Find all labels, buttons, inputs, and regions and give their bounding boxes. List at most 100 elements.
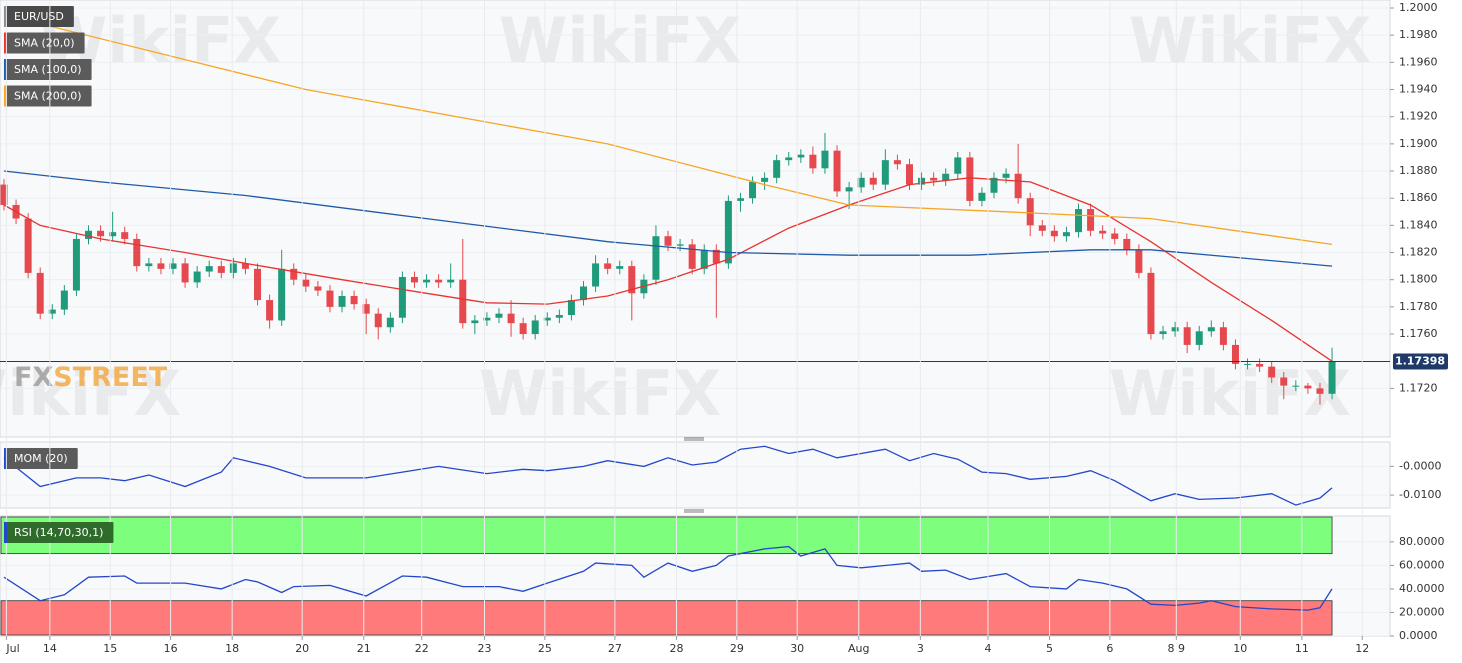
candle-body — [543, 317, 551, 321]
candle-body — [604, 263, 612, 269]
candle-body — [1256, 363, 1264, 367]
x-tick-label: Jul — [5, 642, 19, 655]
candle-body — [954, 157, 962, 174]
candle-body — [736, 198, 744, 201]
legend-stripe — [4, 85, 7, 107]
legend-box — [4, 522, 114, 543]
x-tick-label: 6 — [1106, 642, 1113, 655]
candle-body — [121, 232, 129, 239]
candle-body — [1050, 230, 1058, 237]
watermarks: WikiFXWikiFXWikiFXWikiFXWikiFXWikiFX — [0, 4, 1371, 430]
candle-body — [1316, 388, 1324, 394]
y-tick-label: -0.0100 — [1399, 488, 1441, 501]
candle-body — [845, 187, 853, 192]
candle-body — [302, 279, 310, 287]
candle-body — [616, 266, 624, 269]
x-tick-label: 28 — [669, 642, 683, 655]
candle-body — [592, 263, 600, 287]
candle-body — [1183, 327, 1191, 345]
candle-body — [1075, 209, 1083, 233]
last-price-box — [1393, 353, 1448, 370]
candle-body — [990, 177, 998, 193]
legend-label: SMA (200,0) — [14, 90, 82, 103]
candle-body — [266, 300, 274, 321]
candle-body — [785, 157, 793, 161]
x-tick-label: 14 — [43, 642, 57, 655]
x-tick-label: 22 — [415, 642, 429, 655]
plot — [0, 7, 1390, 405]
candle-body — [821, 150, 829, 169]
candle-body — [567, 300, 575, 316]
candle-body — [483, 317, 491, 321]
watermark: WikiFX — [499, 4, 741, 77]
candle-body — [869, 177, 877, 185]
candle-body — [712, 249, 720, 264]
candle-body — [1026, 198, 1034, 226]
candle-body — [893, 160, 901, 165]
y-tick-label: 40.0000 — [1399, 582, 1445, 595]
watermark: WikiFX — [1109, 357, 1351, 430]
candle-body — [664, 236, 672, 246]
candle-body — [1038, 225, 1046, 231]
candle-body — [1280, 377, 1288, 386]
candle-body — [362, 304, 370, 314]
candle-body — [1159, 331, 1167, 335]
y-tick-label: 1.1940 — [1399, 83, 1438, 96]
x-tick-label: 5 — [1046, 642, 1053, 655]
candle-body — [157, 263, 165, 269]
candle-body — [930, 177, 938, 181]
candle-body — [1195, 331, 1203, 345]
candle-body — [374, 313, 382, 328]
y-tick-label: 1.1980 — [1399, 28, 1438, 41]
y-tick-label: 1.1900 — [1399, 137, 1438, 150]
candle-body — [97, 230, 105, 237]
candle-body — [966, 157, 974, 201]
legend-label: SMA (100,0) — [14, 63, 82, 76]
series-line — [3, 445, 1333, 506]
candle-body — [580, 286, 588, 301]
legend-box — [4, 6, 74, 27]
legend-box — [4, 85, 92, 107]
candle-body — [229, 263, 237, 273]
y-tick-label: 1.1780 — [1399, 300, 1438, 313]
candle-body — [1268, 366, 1276, 378]
x-tick-label: 16 — [164, 642, 178, 655]
series-line — [3, 170, 1333, 267]
momentum-panel — [0, 441, 1391, 509]
y-tick-label: 1.1880 — [1399, 164, 1438, 177]
x-tick-label: 11 — [1295, 642, 1309, 655]
candle-body — [1014, 173, 1022, 199]
candle-body — [254, 268, 262, 301]
candle-body — [1135, 249, 1143, 273]
x-tick-label: 8 9 — [1168, 642, 1186, 655]
watermark: WikiFX — [1129, 4, 1371, 77]
x-tick-label: 25 — [538, 642, 552, 655]
candle-body — [857, 177, 865, 188]
candle-body — [773, 160, 781, 178]
candle-body — [145, 263, 153, 267]
candle-body — [398, 276, 406, 318]
candle-body — [133, 238, 141, 267]
candle-body — [676, 244, 684, 246]
y-tick-label: 0.0000 — [1399, 629, 1438, 642]
candle-body — [519, 323, 527, 335]
legend-label: SMA (20,0) — [14, 37, 75, 50]
legend-label: EUR/USD — [14, 10, 64, 23]
candle-body — [314, 286, 322, 291]
candle-body — [1111, 233, 1119, 239]
candle-body — [652, 236, 660, 280]
logo: FXSTREET — [14, 362, 168, 393]
candle-body — [350, 295, 358, 305]
candle-body — [435, 279, 443, 283]
candle-body — [338, 295, 346, 307]
candle-body — [471, 320, 479, 324]
candle-body — [24, 218, 32, 273]
overbought-zone — [0, 516, 1333, 555]
legend-stripe — [4, 448, 7, 469]
legend-stripe — [4, 522, 7, 543]
candle-body — [205, 266, 213, 272]
resize-grip[interactable] — [684, 437, 704, 513]
legend-box — [4, 32, 85, 54]
candle-body — [978, 192, 986, 201]
legend-box — [4, 448, 78, 469]
